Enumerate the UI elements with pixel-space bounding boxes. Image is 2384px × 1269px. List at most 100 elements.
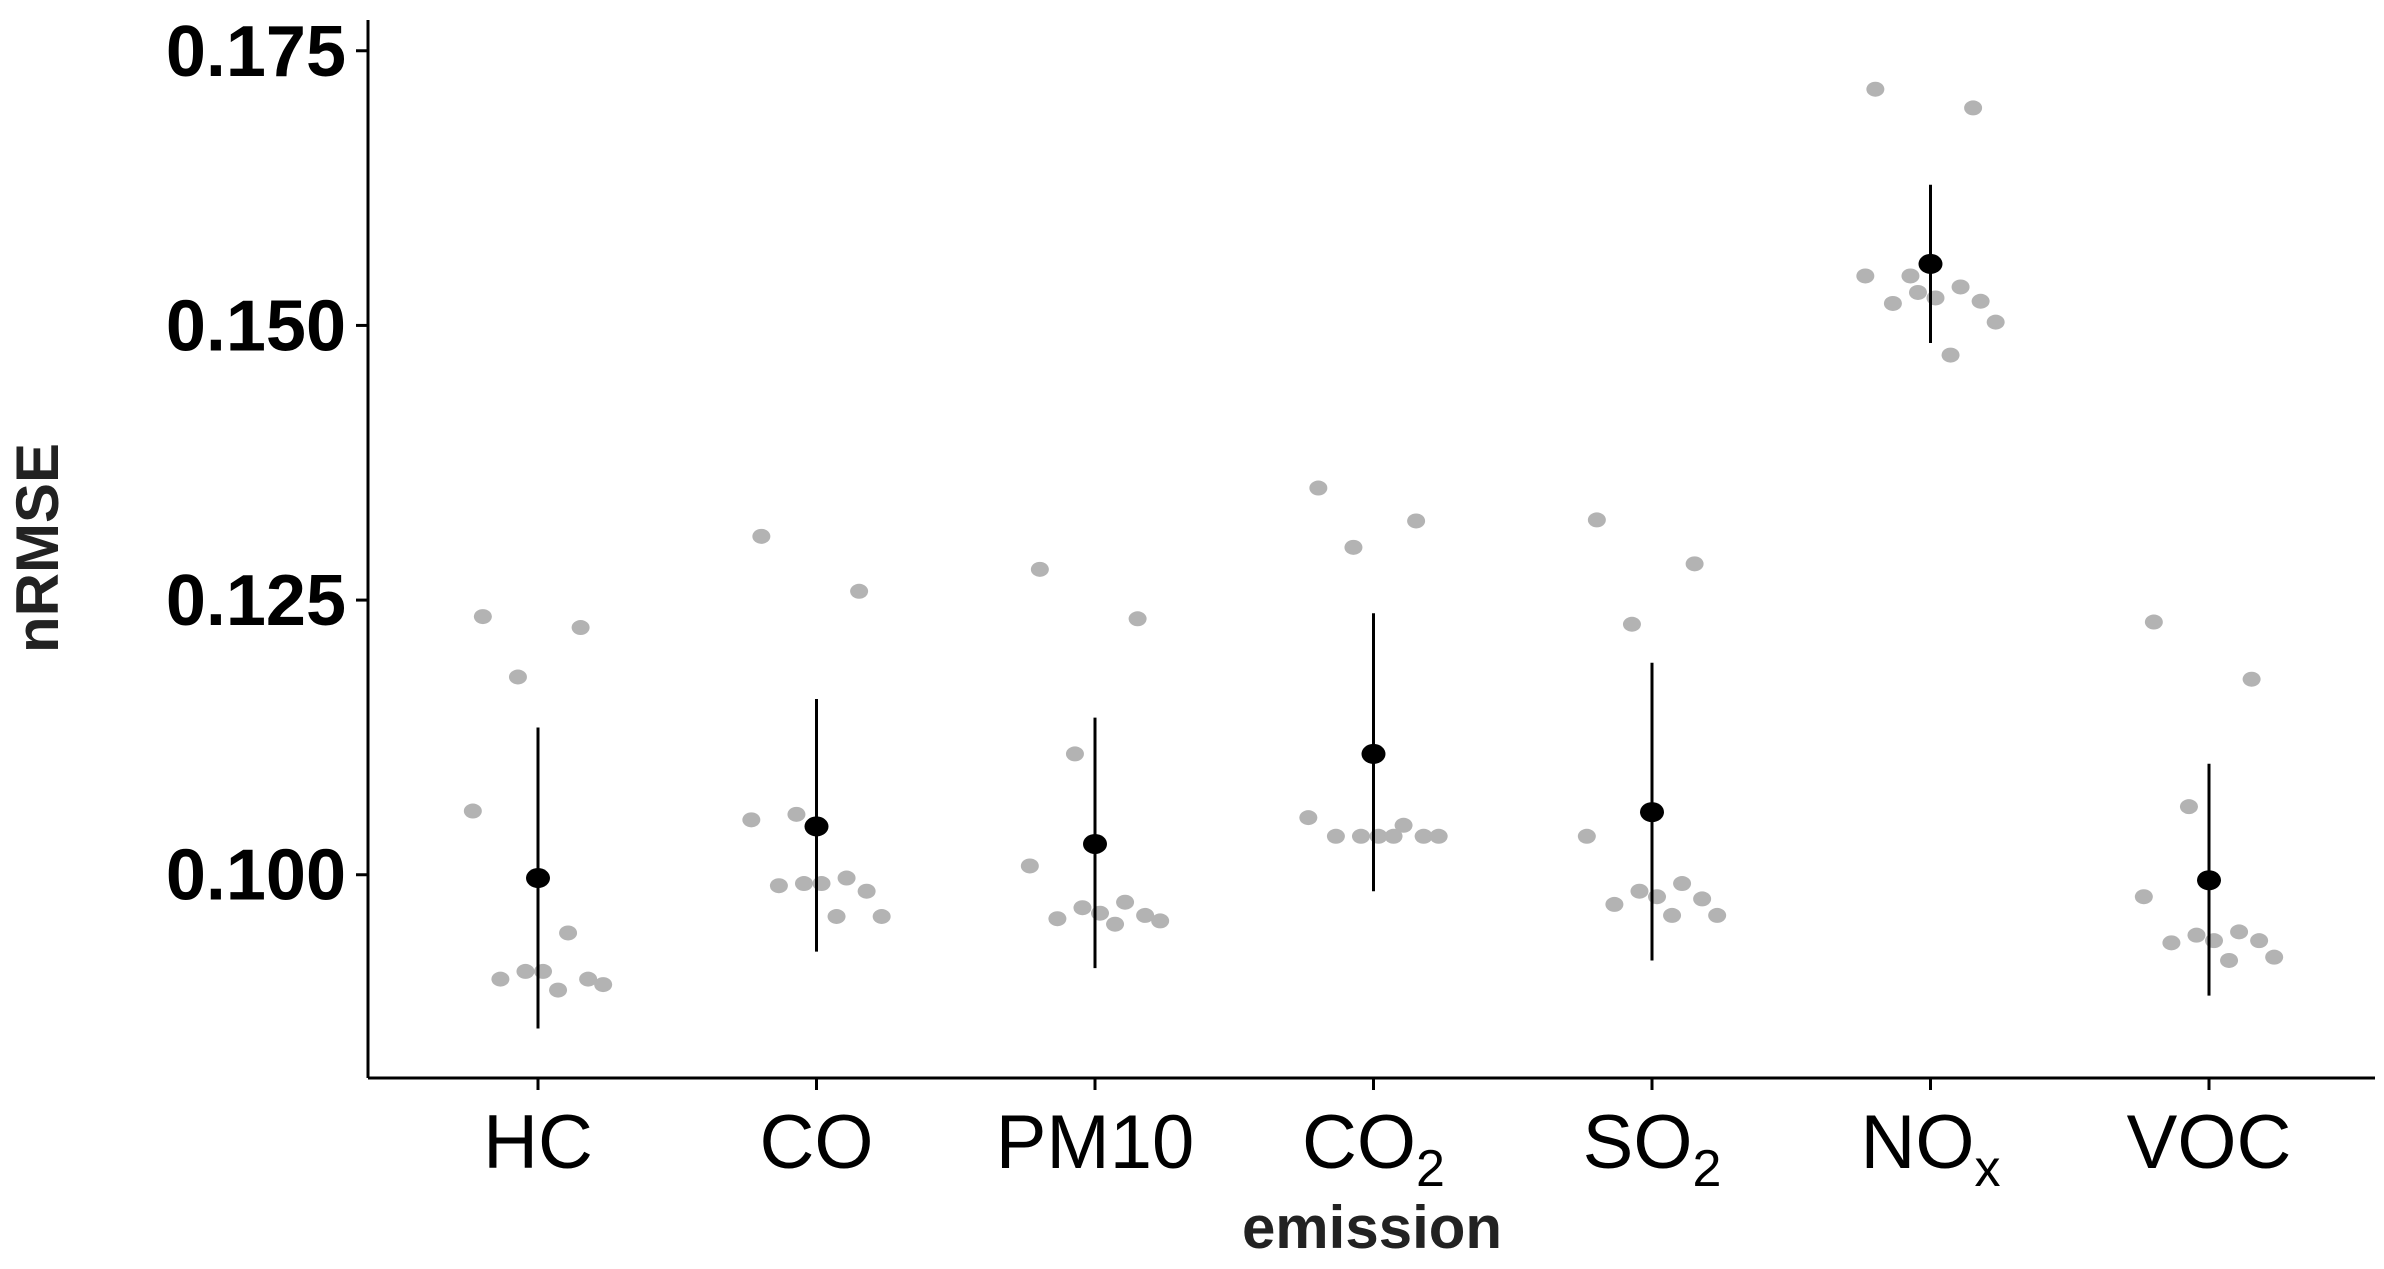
data-point	[1065, 746, 1084, 762]
data-point	[1605, 896, 1624, 912]
data-point	[1326, 828, 1345, 844]
data-point	[1630, 883, 1649, 899]
data-point	[491, 971, 510, 987]
data-point	[1673, 876, 1692, 892]
data-point	[1048, 911, 1067, 927]
data-point	[1394, 817, 1413, 833]
x-tick-label: VOC	[2127, 1100, 2292, 1185]
data-point	[1106, 916, 1125, 932]
mean-point	[1361, 743, 1386, 764]
data-point	[2242, 671, 2261, 687]
y-axis-title: nRMSE	[4, 443, 71, 653]
data-point	[2230, 924, 2249, 940]
data-point	[787, 806, 806, 822]
data-point	[1429, 828, 1448, 844]
x-axis-title: emission	[1242, 1194, 1502, 1261]
x-tick-label: HC	[483, 1100, 593, 1185]
x-tick-label-text: VOC	[2127, 1100, 2292, 1185]
data-point	[1030, 561, 1049, 577]
x-tick-label-text: PM10	[996, 1100, 1195, 1185]
data-point	[579, 971, 598, 987]
data-point	[1883, 295, 1902, 311]
data-point	[2220, 952, 2239, 968]
data-point	[1309, 480, 1328, 496]
data-point	[2162, 935, 2181, 951]
data-point	[559, 925, 578, 941]
data-point	[473, 609, 492, 625]
x-tick-label: SO2	[1583, 1100, 1722, 1198]
x-tick-label-text: NO	[1861, 1100, 1975, 1185]
data-point	[571, 620, 590, 636]
data-point	[2179, 799, 2198, 815]
data-point	[857, 883, 876, 899]
data-point	[1116, 894, 1135, 910]
data-point	[2187, 927, 2206, 943]
data-point	[1407, 513, 1426, 529]
y-tick-label: 0.100	[166, 836, 346, 916]
data-point	[1587, 512, 1606, 528]
data-point	[850, 583, 869, 599]
data-point	[2265, 949, 2284, 965]
mean-point	[2197, 870, 2221, 891]
data-point	[463, 803, 482, 819]
data-point	[2134, 889, 2153, 905]
raw-points	[463, 81, 2284, 998]
x-tick-label-subscript: 2	[1692, 1140, 1721, 1198]
x-tick-label-text: CO	[760, 1100, 874, 1185]
data-point	[2250, 933, 2269, 949]
data-point	[1128, 611, 1147, 627]
data-point	[872, 908, 891, 924]
data-point	[1384, 828, 1403, 844]
x-tick-label: NOx	[1861, 1100, 2001, 1198]
data-point	[1136, 907, 1155, 923]
data-point	[1344, 539, 1363, 555]
data-point	[1901, 268, 1920, 284]
data-point	[508, 669, 527, 685]
data-point	[1663, 907, 1682, 923]
x-tick-label-subscript: x	[1975, 1140, 2001, 1198]
mean-point	[1640, 802, 1664, 823]
data-point	[1856, 268, 1875, 284]
x-axis-ticks: HC CO PM10 CO2 SO2 NOx VOC	[483, 1078, 2291, 1198]
data-point	[549, 982, 568, 998]
x-tick-label: CO2	[1302, 1100, 1445, 1198]
data-point	[1073, 900, 1092, 916]
data-point	[1299, 810, 1318, 826]
mean-point	[1918, 253, 1943, 274]
x-tick-label: PM10	[996, 1100, 1195, 1185]
data-point	[1708, 907, 1727, 923]
y-tick-label: 0.125	[166, 561, 346, 641]
data-point	[1986, 314, 2005, 330]
x-tick-label-text: CO	[1302, 1100, 1416, 1185]
data-point	[1577, 828, 1596, 844]
data-point	[2144, 614, 2163, 630]
data-point	[1151, 913, 1170, 929]
x-tick-label-text: SO	[1583, 1100, 1693, 1185]
x-tick-label-text: HC	[483, 1100, 593, 1185]
data-point	[1908, 284, 1927, 300]
y-axis-ticks: 0.100 0.125 0.150 0.175	[166, 12, 368, 916]
data-point	[742, 812, 761, 828]
data-point	[1941, 347, 1960, 363]
mean-summary	[526, 184, 2221, 1029]
data-point	[769, 878, 788, 894]
data-point	[1866, 81, 1885, 97]
y-tick-label: 0.175	[166, 12, 346, 92]
data-point	[1020, 858, 1039, 874]
data-point	[827, 908, 846, 924]
data-point	[1351, 828, 1370, 844]
data-point	[1951, 279, 1970, 295]
data-point	[516, 963, 535, 979]
data-point	[1971, 293, 1990, 309]
mean-point	[804, 816, 829, 837]
data-point	[1685, 556, 1704, 572]
data-point	[837, 870, 856, 886]
y-tick-label: 0.150	[166, 286, 346, 366]
data-point	[794, 876, 813, 892]
data-point	[1622, 616, 1641, 632]
data-point	[1414, 828, 1433, 844]
data-point	[1964, 100, 1983, 116]
x-tick-label: CO	[760, 1100, 874, 1185]
mean-point	[1083, 833, 1107, 854]
